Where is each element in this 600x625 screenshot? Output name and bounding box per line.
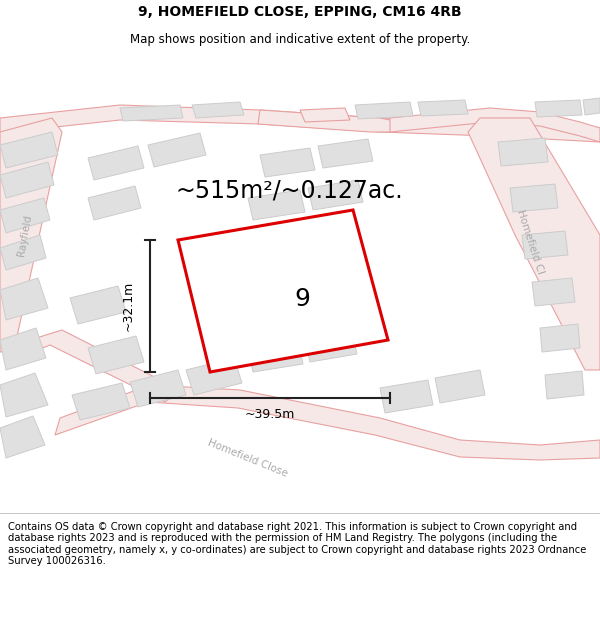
Polygon shape [148, 133, 206, 167]
Text: ~39.5m: ~39.5m [245, 408, 295, 421]
Polygon shape [0, 118, 62, 352]
Polygon shape [0, 278, 48, 320]
Polygon shape [12, 330, 180, 402]
Polygon shape [0, 373, 48, 417]
Polygon shape [192, 102, 244, 118]
Polygon shape [380, 380, 433, 413]
Polygon shape [355, 102, 413, 119]
Polygon shape [0, 162, 54, 198]
Polygon shape [0, 416, 45, 458]
Polygon shape [0, 235, 46, 270]
Polygon shape [70, 286, 126, 324]
Polygon shape [300, 108, 350, 122]
Text: 9, HOMEFIELD CLOSE, EPPING, CM16 4RB: 9, HOMEFIELD CLOSE, EPPING, CM16 4RB [138, 6, 462, 19]
Polygon shape [260, 148, 315, 177]
Polygon shape [0, 132, 58, 168]
Polygon shape [532, 278, 575, 306]
Text: 9: 9 [295, 286, 310, 311]
Polygon shape [88, 336, 144, 374]
Polygon shape [120, 105, 183, 121]
Polygon shape [130, 370, 186, 407]
Polygon shape [540, 324, 580, 352]
Polygon shape [186, 358, 242, 395]
Polygon shape [545, 371, 584, 399]
Polygon shape [72, 383, 130, 420]
Polygon shape [258, 110, 400, 132]
Polygon shape [498, 138, 548, 166]
Polygon shape [305, 282, 360, 312]
Polygon shape [88, 186, 141, 220]
Polygon shape [535, 100, 582, 117]
Polygon shape [0, 198, 50, 233]
Polygon shape [305, 332, 357, 362]
Polygon shape [522, 231, 568, 259]
Polygon shape [248, 190, 305, 220]
Polygon shape [178, 210, 388, 372]
Polygon shape [55, 385, 600, 460]
Text: Contains OS data © Crown copyright and database right 2021. This information is : Contains OS data © Crown copyright and d… [8, 521, 586, 566]
Polygon shape [0, 105, 600, 142]
Polygon shape [318, 139, 373, 168]
Polygon shape [248, 342, 303, 372]
Text: Map shows position and indicative extent of the property.: Map shows position and indicative extent… [130, 32, 470, 46]
Text: Homefield Cl: Homefield Cl [515, 209, 545, 276]
Text: ~32.1m: ~32.1m [121, 281, 134, 331]
Polygon shape [583, 98, 600, 115]
Polygon shape [435, 370, 485, 403]
Text: Rayfield: Rayfield [16, 213, 34, 257]
Polygon shape [468, 118, 600, 370]
Polygon shape [418, 100, 468, 116]
Polygon shape [308, 180, 363, 210]
Polygon shape [248, 292, 303, 322]
Polygon shape [510, 184, 558, 212]
Text: Homefield Close: Homefield Close [206, 438, 289, 479]
Polygon shape [390, 108, 600, 142]
Polygon shape [0, 328, 46, 370]
Polygon shape [88, 146, 144, 180]
Text: ~515m²/~0.127ac.: ~515m²/~0.127ac. [175, 178, 403, 202]
